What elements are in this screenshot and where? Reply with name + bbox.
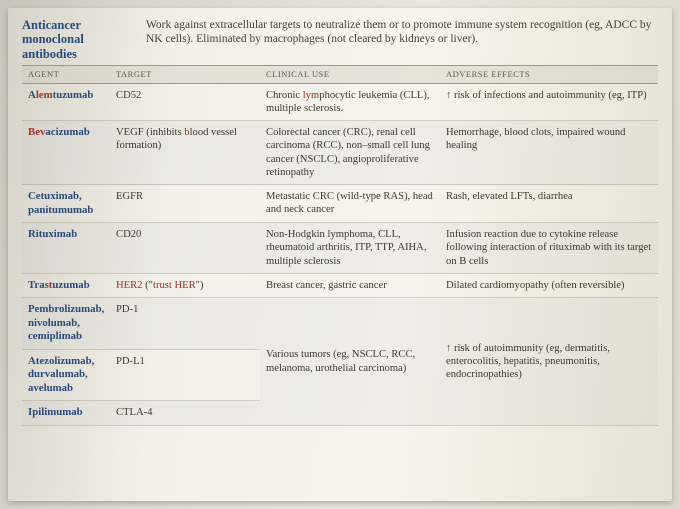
header-row: Anticancer monoclonal antibodies Work ag… bbox=[22, 18, 658, 61]
adverse-cell: ↑ risk of infections and autoimmunity (e… bbox=[440, 83, 658, 120]
agent-cell: Alemtuzumab bbox=[22, 83, 110, 120]
table-row: Rituximab CD20 Non-Hodgkin lymphoma, CLL… bbox=[22, 223, 658, 274]
clinical-cell: Various tumors (eg, NSCLC, RCC, melanoma… bbox=[260, 298, 440, 425]
target-cell: PD-L1 bbox=[110, 349, 260, 400]
adverse-cell: ↑ risk of autoimmunity (eg, dermatitis, … bbox=[440, 298, 658, 425]
table-row: Alemtuzumab CD52 Chronic lymphocytic leu… bbox=[22, 83, 658, 120]
target-cell: VEGF (inhibits blood vessel formation) bbox=[110, 121, 260, 185]
adverse-cell: Infusion reaction due to cytokine releas… bbox=[440, 223, 658, 274]
col-target: TARGET bbox=[110, 66, 260, 84]
table-title: Anticancer monoclonal antibodies bbox=[22, 18, 146, 61]
agent-cell: Bevacizumab bbox=[22, 121, 110, 185]
table-header-row: AGENT TARGET CLINICAL USE ADVERSE EFFECT… bbox=[22, 66, 658, 84]
table-description: Work against extracellular targets to ne… bbox=[146, 18, 658, 61]
agent-cell: Trastuzumab bbox=[22, 273, 110, 297]
target-cell: CD20 bbox=[110, 223, 260, 274]
agent-cell: Rituximab bbox=[22, 223, 110, 274]
adverse-cell: Rash, elevated LFTs, diarrhea bbox=[440, 185, 658, 223]
agent-cell: Cetuximab, panitumumab bbox=[22, 185, 110, 223]
target-cell: CTLA-4 bbox=[110, 401, 260, 425]
target-cell: HER2 ("trust HER") bbox=[110, 273, 260, 297]
adverse-cell: Dilated cardiomyopathy (often reversible… bbox=[440, 273, 658, 297]
clinical-cell: Non-Hodgkin lymphoma, CLL, rheumatoid ar… bbox=[260, 223, 440, 274]
clinical-cell: Colorectal cancer (CRC), renal cell carc… bbox=[260, 121, 440, 185]
target-cell: CD52 bbox=[110, 83, 260, 120]
agent-cell: Ipilimumab bbox=[22, 401, 110, 425]
target-cell: EGFR bbox=[110, 185, 260, 223]
clinical-cell: Metastatic CRC (wild-type RAS), head and… bbox=[260, 185, 440, 223]
col-adverse: ADVERSE EFFECTS bbox=[440, 66, 658, 84]
table-row: Trastuzumab HER2 ("trust HER") Breast ca… bbox=[22, 273, 658, 297]
table-row: Bevacizumab VEGF (inhibits blood vessel … bbox=[22, 121, 658, 185]
target-cell: PD-1 bbox=[110, 298, 260, 349]
agent-cell: Pembrolizumab, nivolumab, cemiplimab bbox=[22, 298, 110, 349]
col-agent: AGENT bbox=[22, 66, 110, 84]
adverse-cell: Hemorrhage, blood clots, impaired wound … bbox=[440, 121, 658, 185]
table-row: Pembrolizumab, nivolumab, cemiplimab PD-… bbox=[22, 298, 658, 349]
textbook-page: Anticancer monoclonal antibodies Work ag… bbox=[8, 8, 672, 501]
clinical-cell: Chronic lymphocytic leukemia (CLL), mult… bbox=[260, 83, 440, 120]
col-clinical: CLINICAL USE bbox=[260, 66, 440, 84]
clinical-cell: Breast cancer, gastric cancer bbox=[260, 273, 440, 297]
mab-table: AGENT TARGET CLINICAL USE ADVERSE EFFECT… bbox=[22, 65, 658, 426]
agent-cell: Atezolizumab, durvalumab, avelumab bbox=[22, 349, 110, 400]
table-row: Cetuximab, panitumumab EGFR Metastatic C… bbox=[22, 185, 658, 223]
